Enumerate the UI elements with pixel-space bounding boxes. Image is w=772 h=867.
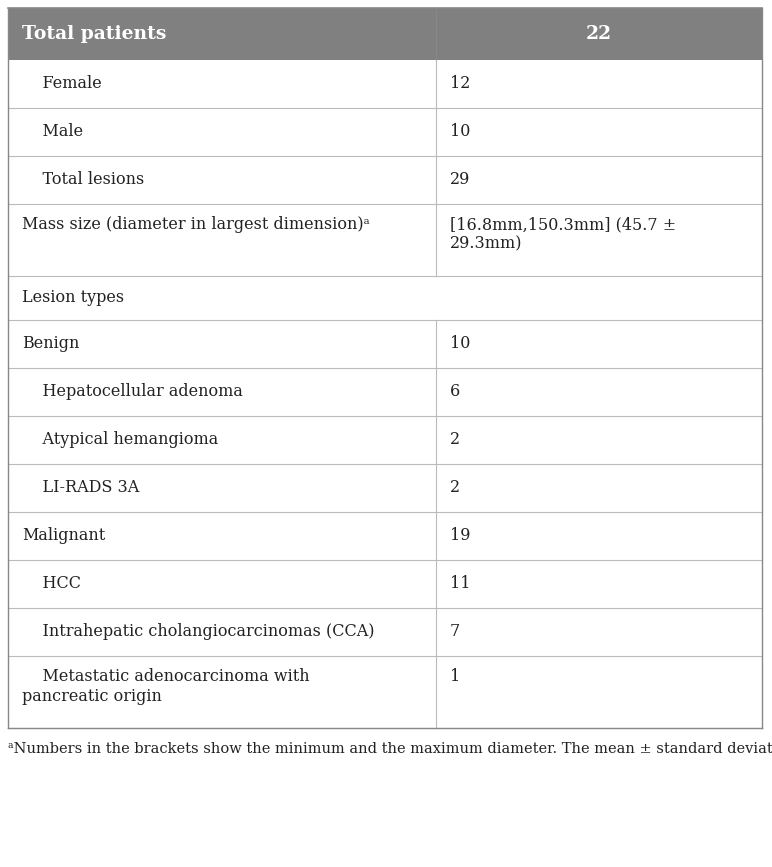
Text: 11: 11 (449, 576, 470, 592)
Text: Total patients: Total patients (22, 25, 167, 43)
Text: 2: 2 (449, 432, 459, 448)
Text: Metastatic adenocarcinoma with
pancreatic origin: Metastatic adenocarcinoma with pancreati… (22, 668, 310, 705)
Bar (8, 560, 762, 608)
Text: 22: 22 (586, 25, 611, 43)
Text: 10: 10 (449, 336, 470, 353)
Text: ᵃNumbers in the brackets show the minimum and the maximum diameter. The mean ± s: ᵃNumbers in the brackets show the minimu… (8, 742, 772, 756)
Text: Hepatocellular adenoma: Hepatocellular adenoma (22, 383, 243, 401)
Text: Malignant: Malignant (22, 527, 105, 544)
Bar (8, 276, 762, 320)
Bar (8, 60, 762, 108)
Text: Female: Female (22, 75, 102, 93)
Bar (8, 204, 762, 276)
Text: Intrahepatic cholangiocarcinomas (CCA): Intrahepatic cholangiocarcinomas (CCA) (22, 623, 374, 641)
Text: 7: 7 (449, 623, 460, 641)
Text: Male: Male (22, 123, 83, 140)
Text: LI-RADS 3A: LI-RADS 3A (22, 479, 139, 497)
Text: 10: 10 (449, 123, 470, 140)
Text: Mass size (diameter in largest dimension)ᵃ: Mass size (diameter in largest dimension… (22, 216, 370, 233)
Text: 2: 2 (449, 479, 459, 497)
Text: HCC: HCC (22, 576, 81, 592)
Bar (8, 8, 762, 60)
Bar (8, 512, 762, 560)
Bar (8, 464, 762, 512)
Text: [16.8mm,150.3mm] (45.7 ±
29.3mm): [16.8mm,150.3mm] (45.7 ± 29.3mm) (449, 216, 676, 252)
Text: 12: 12 (449, 75, 470, 93)
Bar (8, 416, 762, 464)
Bar (8, 156, 762, 204)
Text: 29: 29 (449, 172, 470, 188)
Bar (8, 108, 762, 156)
Text: Total lesions: Total lesions (22, 172, 144, 188)
Text: 19: 19 (449, 527, 470, 544)
Text: Benign: Benign (22, 336, 80, 353)
Bar (8, 656, 762, 728)
Bar (8, 320, 762, 368)
Bar (8, 368, 762, 416)
Text: 6: 6 (449, 383, 460, 401)
Text: Atypical hemangioma: Atypical hemangioma (22, 432, 218, 448)
Bar (8, 608, 762, 656)
Text: Lesion types: Lesion types (22, 290, 124, 307)
Text: 1: 1 (449, 668, 460, 685)
